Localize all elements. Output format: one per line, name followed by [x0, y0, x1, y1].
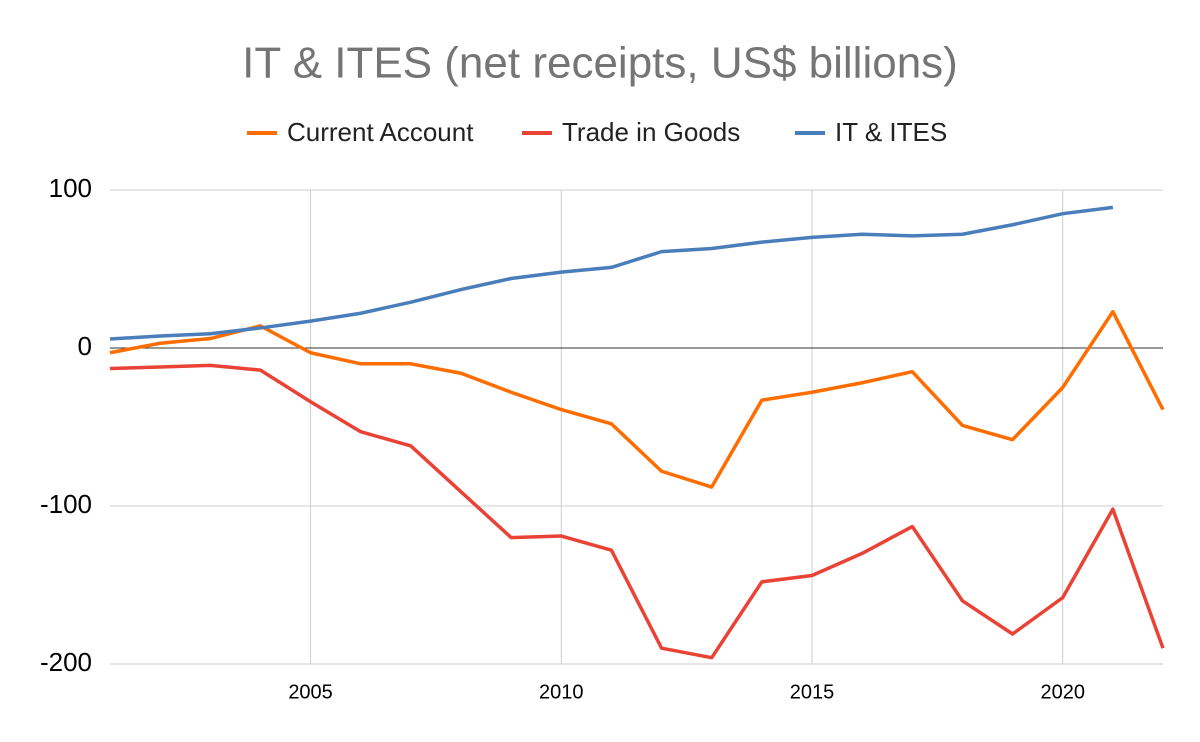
y-tick-label: -200	[40, 647, 92, 677]
x-tick-label: 2015	[790, 681, 835, 703]
data-line	[109, 205, 1114, 341]
chart-title: IT & ITES (net receipts, US$ billions)	[242, 39, 958, 88]
data-line	[109, 363, 1165, 660]
legend-label: Trade in Goods	[562, 117, 740, 147]
y-tick-label: 100	[49, 173, 92, 203]
x-tick-label: 2020	[1040, 681, 1085, 703]
legend-label: IT & ITES	[835, 117, 947, 147]
y-tick-label: 0	[78, 331, 92, 361]
x-tick-label: 2010	[539, 681, 584, 703]
legend-label: Current Account	[287, 117, 474, 147]
x-tick-label: 2005	[288, 681, 333, 703]
data-line	[109, 309, 1165, 489]
y-tick-label: -100	[40, 489, 92, 519]
